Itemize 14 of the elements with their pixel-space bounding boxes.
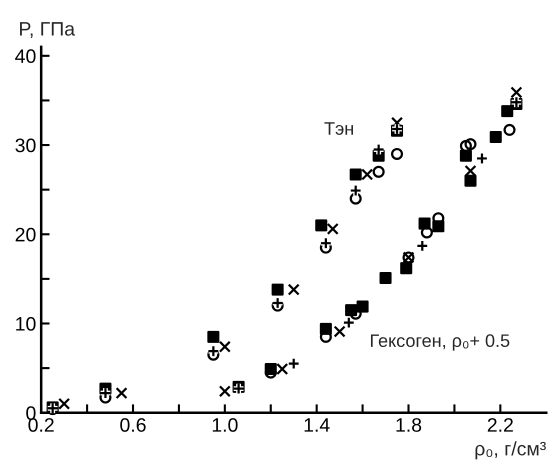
x-tick-label: 0.6	[120, 418, 146, 432]
y-axis-title: P, ГПа	[20, 22, 76, 38]
x-tick-label: 1.8	[396, 418, 422, 432]
x-tick-label: 0.2	[28, 418, 54, 432]
x-tick-label: 1.0	[212, 418, 238, 432]
y-tick-label: 20	[16, 228, 36, 242]
x-tick-label: 2.2	[488, 418, 513, 432]
y-tick-label: 10	[16, 316, 36, 331]
y-tick-label: 30	[15, 138, 36, 152]
annotation: Гексоген, ρ₀+ 0.5	[370, 334, 510, 351]
annotation: Тэн	[324, 122, 353, 135]
y-tick-label: 40	[15, 49, 36, 64]
x-tick-label: 1.4	[304, 418, 330, 432]
x-axis-title: ρ₀, г/см³	[476, 441, 546, 460]
